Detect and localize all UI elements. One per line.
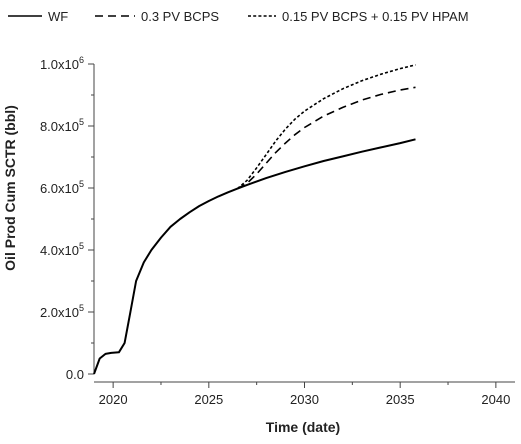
y-tick-label: 8.0x105 [40, 117, 84, 134]
legend: WF 0.3 PV BCPS 0.15 PV BCPS + 0.15 PV HPAM [8, 9, 469, 24]
plot-area [93, 64, 416, 375]
series-line-2 [237, 86, 416, 190]
x-tick-label: 2035 [386, 392, 415, 407]
legend-label-3: 0.15 PV BCPS + 0.15 PV HPAM [282, 9, 469, 24]
x-axis-title: Time (date) [266, 419, 340, 435]
axes: 0.0 2.0x105 4.0x105 6.0x105 8.0x105 1.0x106 20… [40, 55, 515, 407]
y-tick-label: 1.0x106 [40, 55, 84, 72]
x-tick-label: 2040 [481, 392, 510, 407]
legend-label-2: 0.3 PV BCPS [141, 9, 219, 24]
x-tick-label: 2025 [194, 392, 223, 407]
y-tick-label: 6.0x105 [40, 179, 84, 196]
y-axis-title: Oil Prod Cum SCTR (bbl) [2, 105, 18, 271]
legend-label-1: WF [48, 9, 68, 24]
x-tick-label: 2030 [290, 392, 319, 407]
y-tick-label: 0.0 [66, 367, 84, 382]
x-tick-label: 2020 [99, 392, 128, 407]
y-tick-label: 2.0x105 [40, 303, 84, 320]
series-line-3 [236, 64, 416, 190]
series-line-1 [93, 138, 416, 375]
y-tick-label: 4.0x105 [40, 241, 84, 258]
